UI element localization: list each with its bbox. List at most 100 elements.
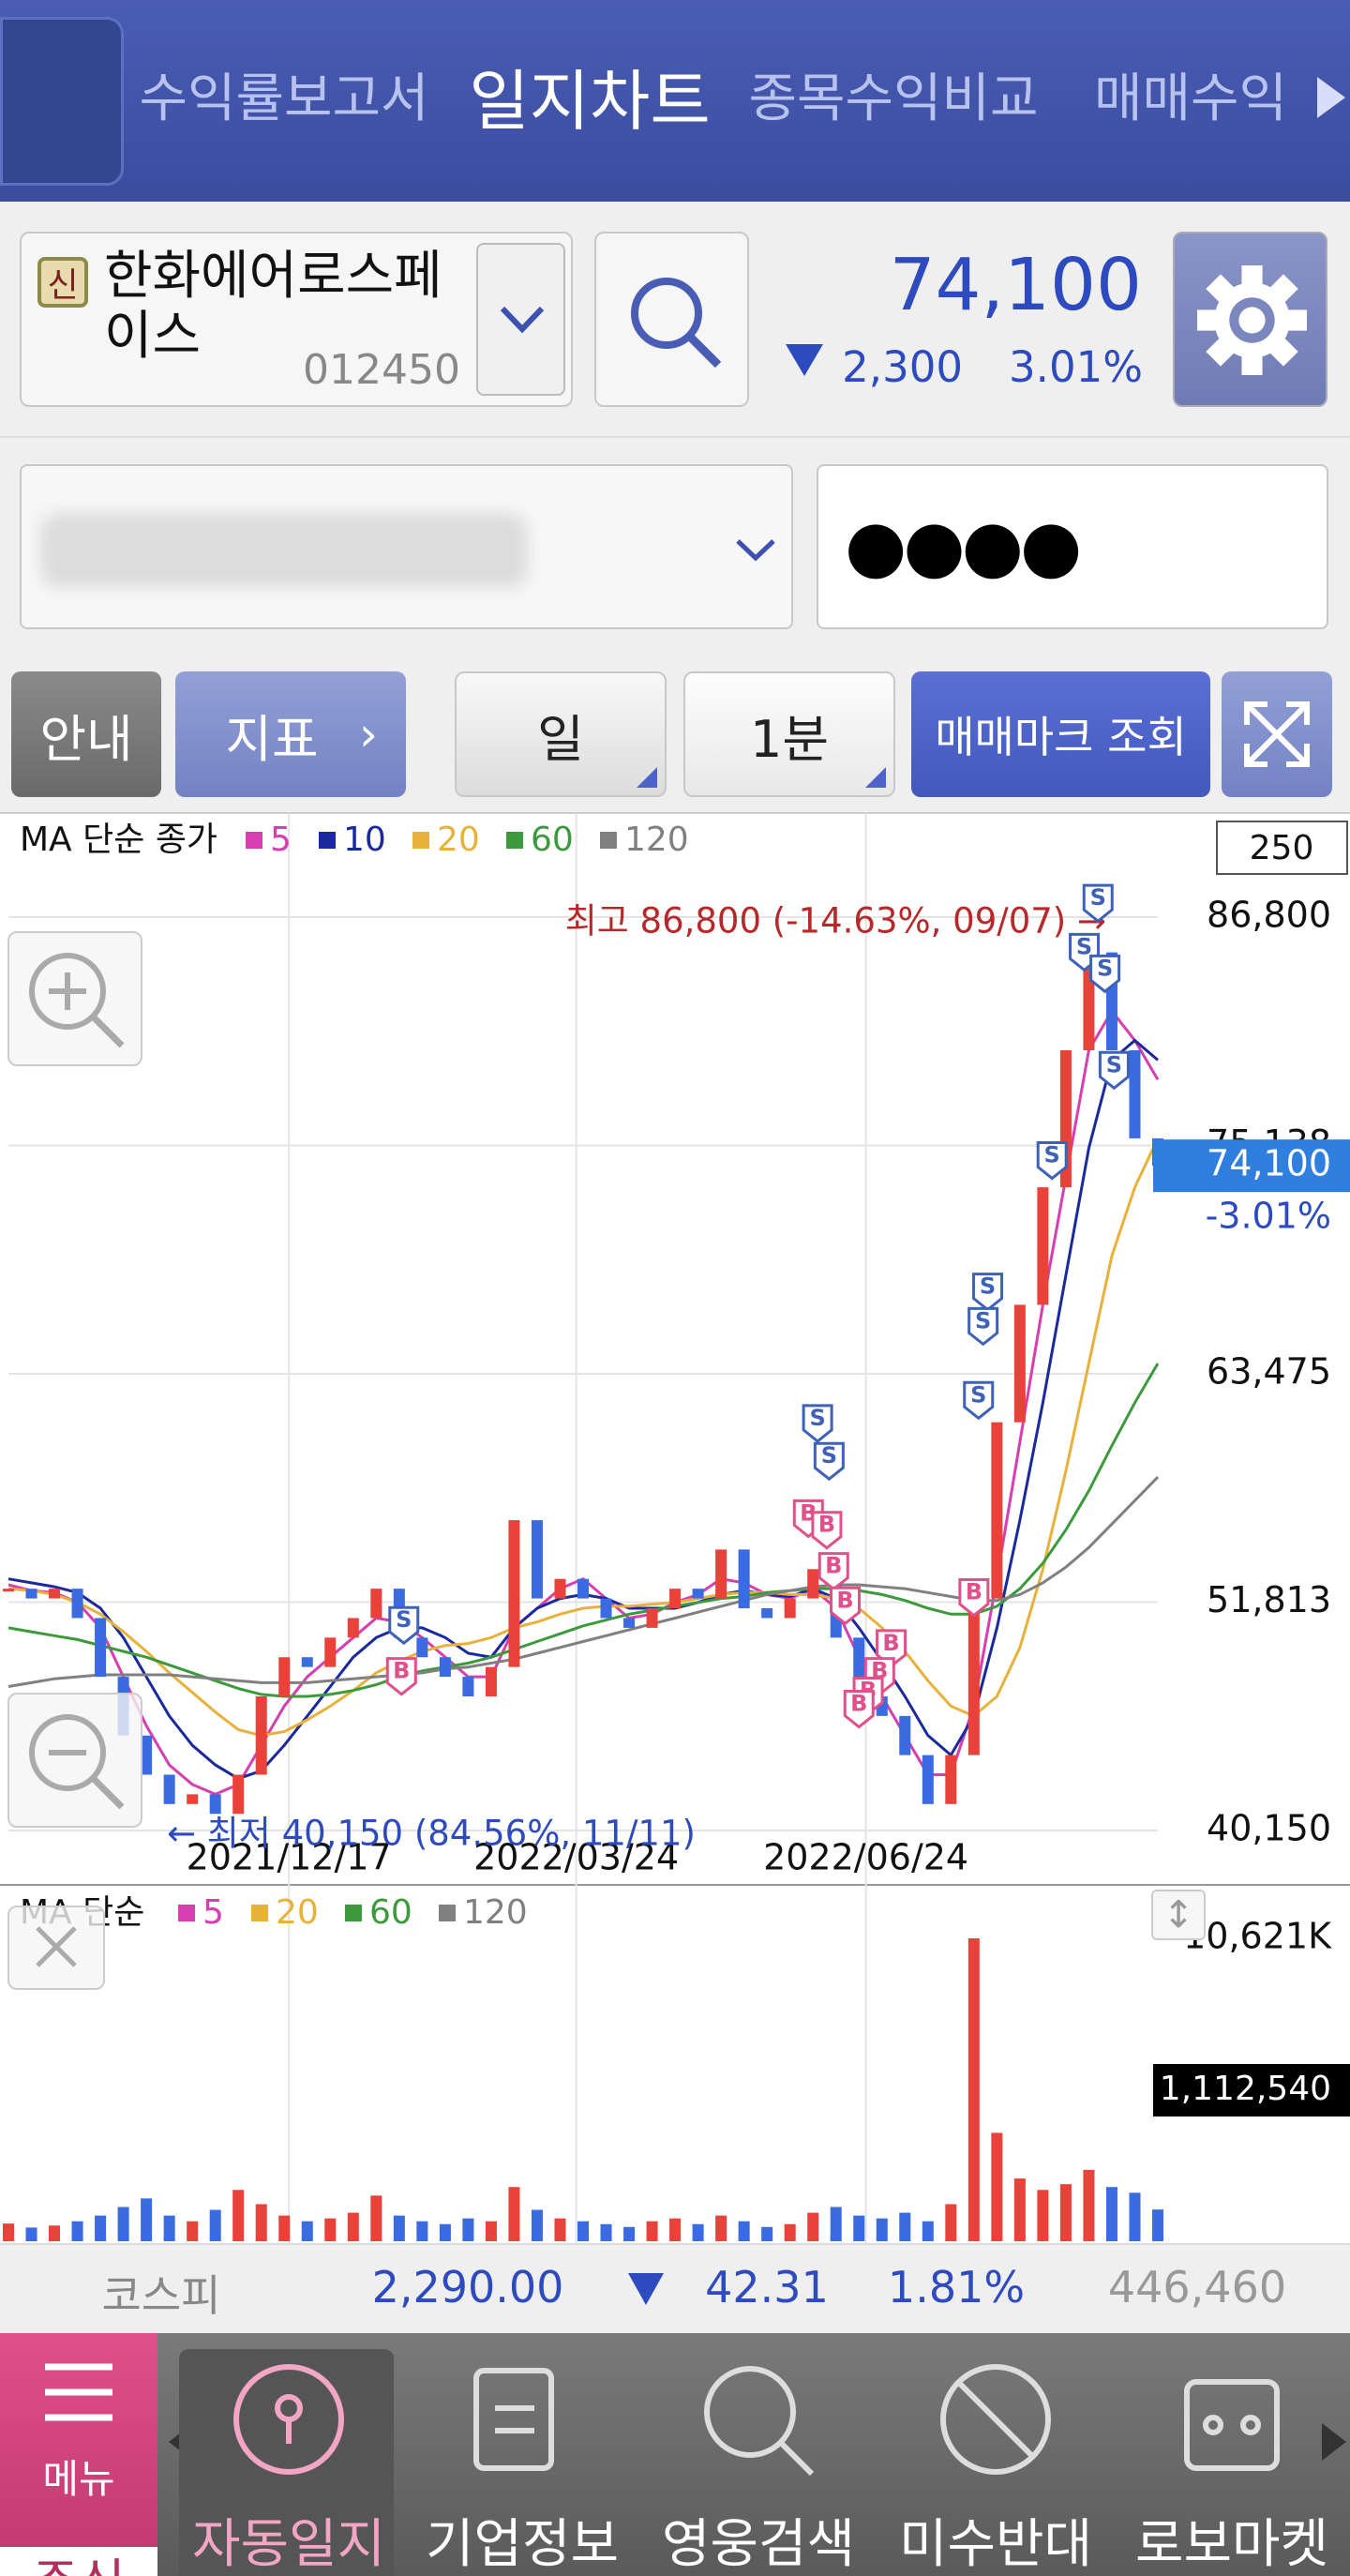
- volume-bar: [1037, 2190, 1049, 2241]
- market-change-pct: 1.81%: [887, 2262, 1026, 2312]
- nav-item[interactable]: 기업정보: [425, 2514, 620, 2575]
- nav-item[interactable]: 로보마켓: [1134, 2514, 1329, 2575]
- volume-bar: [853, 2215, 865, 2241]
- period-box: [1216, 821, 1348, 875]
- volume-bar: [945, 2204, 957, 2241]
- volume-bar: [876, 2218, 888, 2241]
- candle: [324, 1637, 337, 1667]
- volume-bar: [669, 2218, 682, 2241]
- back-button[interactable]: [0, 17, 124, 186]
- trade-mark: [1098, 1050, 1130, 1091]
- tab[interactable]: 수익률보고서: [139, 68, 429, 129]
- volume-bar: [1105, 2187, 1118, 2241]
- volume-bar: [623, 2226, 636, 2241]
- market-index: 2,290.00: [371, 2262, 564, 2312]
- trade-mark: [1089, 954, 1121, 994]
- volume-bar: [71, 2221, 83, 2241]
- volume-bar: [301, 2221, 313, 2241]
- interval-button[interactable]: 1분: [683, 671, 895, 797]
- high-annotation: 최고 86,800 (-14.63%, 09/07) →: [565, 901, 1106, 942]
- stock-selector[interactable]: 신 한화에어로스페이스 012450: [20, 232, 573, 407]
- current-change-label: -3.01%: [1206, 1196, 1331, 1237]
- trade-mark: [1036, 1141, 1068, 1181]
- trade-mark-label: B: [393, 1658, 410, 1684]
- trade-mark: [388, 1605, 420, 1646]
- tab-active[interactable]: 일지차트: [469, 63, 711, 140]
- search-button[interactable]: [594, 232, 749, 407]
- nav-item[interactable]: 자동일지: [191, 2514, 386, 2575]
- password-field[interactable]: ●●●●: [817, 464, 1328, 629]
- candle: [370, 1589, 382, 1619]
- candle: [232, 1774, 245, 1815]
- legend-title: MA 단순 종가: [20, 821, 218, 859]
- stock-dropdown[interactable]: [476, 243, 565, 396]
- legend-label: 120: [624, 821, 689, 859]
- nav-item[interactable]: 미수반대: [898, 2514, 1093, 2575]
- zoom-out-button[interactable]: [8, 1693, 142, 1828]
- nav-item[interactable]: 영웅검색: [661, 2514, 856, 2575]
- current-price-box: [1153, 1139, 1350, 1193]
- trade-mark: [972, 1273, 1004, 1312]
- menu-button[interactable]: 메뉴: [0, 2333, 158, 2547]
- down-arrow: [628, 2273, 664, 2305]
- price-change-pct: 3.01%: [1009, 342, 1143, 392]
- top-bar: 수익률보고서 일지차트 종목수익비교 매매수익: [0, 0, 1350, 202]
- indicator-button[interactable]: 지표 ›: [175, 671, 406, 797]
- market-bar: [0, 2243, 1350, 2333]
- market-change: 42.31: [705, 2262, 829, 2312]
- charts: 40,15051,81363,47575,13886,8002021/12/17…: [0, 812, 1350, 2243]
- candle: [784, 1598, 796, 1619]
- trade-mark-label: B: [818, 1512, 835, 1538]
- volume-bar: [462, 2218, 474, 2241]
- guide-button[interactable]: 안내: [11, 671, 161, 797]
- zoom-in-button[interactable]: [8, 931, 142, 1066]
- legend-label: 5: [202, 1893, 224, 1932]
- legend-label: 120: [463, 1893, 528, 1932]
- settings-button[interactable]: [1173, 232, 1328, 407]
- current-price-label: 74,100: [1207, 1143, 1331, 1184]
- tab-scroll-arrow[interactable]: [1317, 77, 1345, 118]
- candle: [807, 1569, 819, 1599]
- price-change: 2,300: [842, 342, 963, 392]
- period-box-label: 250: [1250, 829, 1314, 867]
- candle: [991, 1422, 1003, 1599]
- volume-bar: [439, 2223, 451, 2241]
- resize-handle[interactable]: ↕: [1151, 1890, 1206, 1940]
- candle: [49, 1589, 61, 1599]
- candle: [1037, 1187, 1049, 1305]
- candle: [25, 1589, 38, 1599]
- stock-code: 012450: [303, 346, 460, 394]
- interval-label: 1분: [749, 709, 830, 769]
- legend-swatch: [412, 832, 429, 849]
- y-tick-label: 51,813: [1207, 1579, 1331, 1620]
- tab[interactable]: 매매수익: [1093, 68, 1288, 129]
- volume-bar: [1129, 2192, 1141, 2241]
- expand-button[interactable]: [1222, 671, 1332, 797]
- volume-bar: [141, 2198, 153, 2241]
- trade-mark-button[interactable]: 매매마크 조회: [911, 671, 1210, 797]
- close-volume-button[interactable]: [8, 1906, 105, 1990]
- y-tick-label: 86,800: [1207, 895, 1331, 936]
- ma-line: [8, 1363, 1160, 1698]
- trade-mark: [963, 1380, 995, 1421]
- legend-label: 20: [276, 1893, 319, 1932]
- account-select[interactable]: [20, 464, 793, 629]
- volume-bar: [163, 2215, 175, 2241]
- legend-label: 5: [270, 821, 292, 859]
- nav-right-arrow[interactable]: [1322, 2423, 1346, 2461]
- menu-label: 메뉴: [42, 2456, 115, 2502]
- tab[interactable]: 종목수익비교: [748, 68, 1039, 129]
- trade-mark-label: S: [1090, 884, 1106, 911]
- market-volume: 446,460: [1107, 2262, 1287, 2312]
- price: 74,100: [889, 244, 1142, 327]
- trade-mark: [385, 1657, 417, 1696]
- candle: [623, 1618, 636, 1628]
- market-tab[interactable]: 주식: [0, 2547, 158, 2576]
- period-button[interactable]: 일: [455, 671, 667, 797]
- legend-swatch: [600, 832, 617, 849]
- trade-mark-label: S: [975, 1307, 991, 1333]
- volume-bar: [646, 2221, 658, 2241]
- volume-bar: [784, 2223, 796, 2241]
